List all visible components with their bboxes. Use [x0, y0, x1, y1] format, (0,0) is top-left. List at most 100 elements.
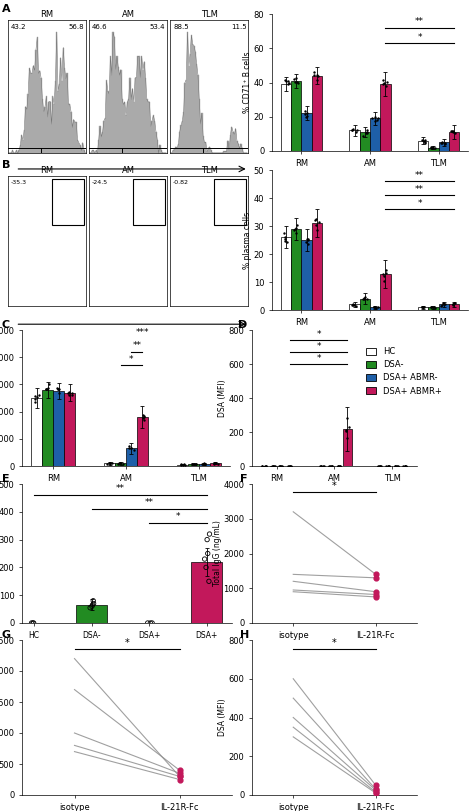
Point — [64, 387, 72, 400]
Point — [43, 382, 51, 395]
Point — [277, 460, 285, 473]
Text: G: G — [2, 630, 11, 640]
Point — [71, 683, 78, 696]
Point — [372, 779, 380, 792]
Point — [428, 140, 435, 153]
Bar — [64, 393, 75, 466]
Point — [334, 460, 342, 473]
Point — [65, 385, 73, 398]
Point — [420, 301, 428, 314]
Point — [292, 226, 300, 239]
Point — [372, 115, 379, 128]
Point — [385, 460, 392, 473]
Point — [176, 770, 183, 783]
Text: C: C — [2, 320, 10, 330]
Bar — [104, 463, 115, 466]
Point — [370, 301, 377, 314]
Point — [116, 457, 123, 470]
Point — [438, 298, 446, 311]
Point — [290, 711, 297, 724]
Point — [451, 127, 458, 140]
Point — [301, 108, 309, 121]
Point — [438, 299, 445, 312]
Title: AM: AM — [121, 11, 135, 19]
Point — [119, 457, 127, 470]
Point — [302, 110, 310, 123]
Text: 11.5: 11.5 — [231, 24, 246, 30]
Point — [107, 457, 114, 470]
Point — [314, 70, 321, 83]
Y-axis label: Total IgG (ng/mL): Total IgG (ng/mL) — [213, 521, 222, 586]
Point — [419, 301, 427, 314]
Point — [287, 460, 295, 473]
Point — [440, 298, 447, 311]
Point — [418, 301, 426, 314]
Point — [379, 78, 387, 91]
Text: 53.4: 53.4 — [150, 24, 165, 30]
Text: 56.8: 56.8 — [69, 24, 84, 30]
Bar — [291, 81, 301, 151]
Point — [29, 616, 36, 629]
Bar — [380, 84, 391, 151]
Point — [432, 141, 439, 154]
Point — [376, 460, 384, 473]
Point — [363, 292, 371, 305]
Point — [450, 124, 457, 137]
Point — [313, 73, 320, 86]
Point — [372, 568, 380, 581]
Point — [203, 533, 211, 546]
Point — [46, 378, 53, 391]
Point — [68, 387, 75, 400]
Point — [451, 296, 458, 309]
Point — [348, 123, 356, 136]
Title: RM: RM — [40, 11, 54, 19]
Point — [328, 460, 336, 473]
Bar — [360, 132, 370, 151]
Text: **: ** — [415, 17, 424, 26]
Point — [377, 460, 385, 473]
Point — [382, 267, 390, 280]
Point — [383, 75, 391, 88]
Point — [344, 411, 351, 424]
Point — [291, 75, 299, 88]
Text: A: A — [2, 4, 10, 14]
Bar — [370, 118, 380, 151]
Point — [311, 213, 319, 226]
Point — [301, 104, 309, 117]
Point — [282, 235, 289, 248]
Text: 46.6: 46.6 — [92, 24, 108, 30]
Point — [292, 222, 300, 235]
Point — [127, 441, 134, 454]
Point — [334, 460, 342, 473]
Point — [144, 616, 152, 629]
Point — [349, 298, 356, 311]
Point — [293, 219, 301, 232]
Point — [382, 264, 390, 277]
Point — [350, 298, 358, 311]
Point — [441, 298, 449, 311]
Point — [304, 234, 312, 247]
Point — [450, 299, 457, 312]
Point — [127, 441, 135, 454]
Point — [179, 458, 187, 471]
Point — [90, 597, 98, 610]
Point — [303, 107, 311, 120]
Point — [372, 588, 380, 601]
Text: CD27: CD27 — [120, 332, 144, 341]
Text: *: * — [129, 355, 134, 364]
Point — [204, 547, 211, 560]
Point — [293, 75, 301, 88]
Text: 88.5: 88.5 — [173, 24, 189, 30]
Y-axis label: DSA (MFI): DSA (MFI) — [218, 699, 227, 736]
Point — [290, 672, 297, 685]
Point — [391, 460, 399, 473]
Point — [279, 460, 286, 473]
Point — [201, 457, 209, 470]
Point — [295, 76, 302, 89]
Point — [447, 124, 455, 137]
Point — [109, 457, 116, 470]
Point — [285, 460, 292, 473]
Bar — [291, 229, 301, 310]
Point — [282, 75, 290, 88]
Point — [88, 600, 96, 613]
